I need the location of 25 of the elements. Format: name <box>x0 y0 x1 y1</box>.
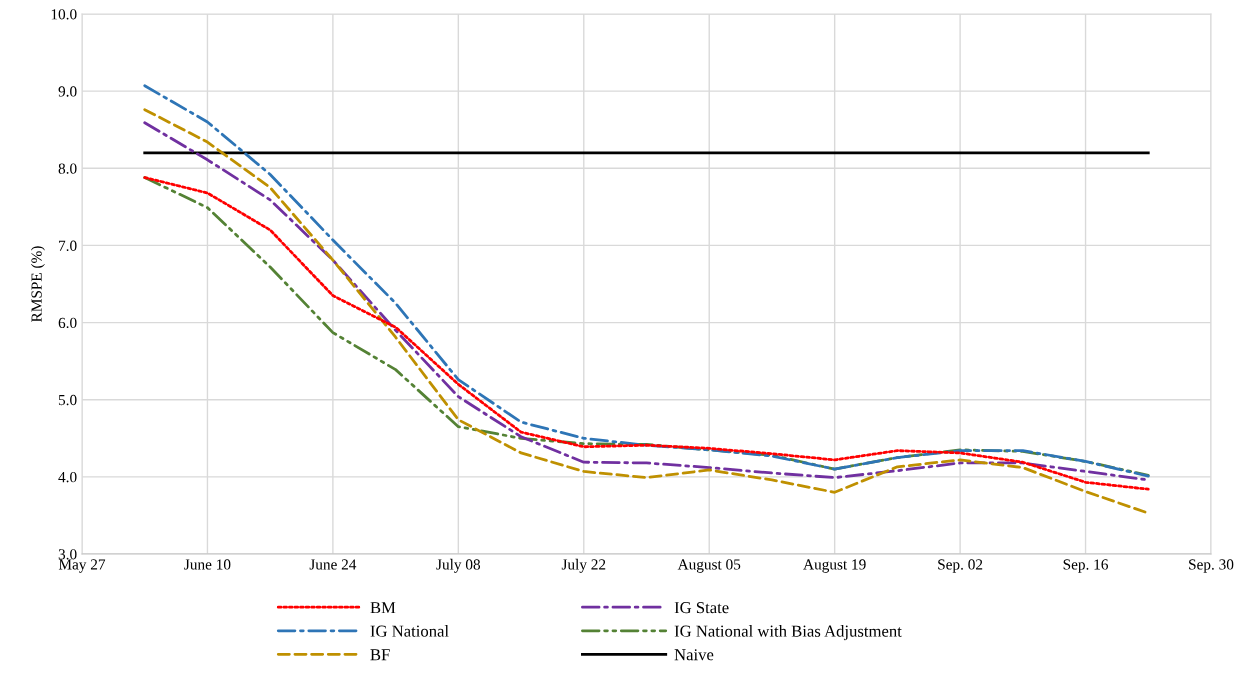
y-tick-label: 6.0 <box>58 317 77 329</box>
y-tick-label: 10.0 <box>51 9 77 20</box>
legend-label: Naive <box>674 649 714 661</box>
y-tick-label: 8.0 <box>58 163 77 174</box>
y-tick-label: 3.0 <box>58 549 77 560</box>
x-tick-label: July 08 <box>436 558 481 573</box>
x-tick-label: August 19 <box>803 559 866 573</box>
x-tick-label: June 10 <box>184 559 231 570</box>
x-tick-label: Sep. 02 <box>938 559 983 573</box>
y-tick-label: 5.0 <box>58 394 77 406</box>
x-tick-label: Sep. 16 <box>1063 559 1109 573</box>
y-tick-label: 4.0 <box>58 472 77 483</box>
x-tick-label: August 05 <box>677 559 741 573</box>
legend-label: IG National with Bias Adjustment <box>674 625 902 641</box>
x-tick-label: May 27 <box>58 559 106 573</box>
legend-label: BF <box>370 649 390 661</box>
legend-label: BM <box>370 602 396 614</box>
legend-label: IG State <box>674 602 729 614</box>
x-tick-label: Sep. 30 <box>1189 559 1234 573</box>
legend-label: IG National <box>370 625 449 637</box>
x-tick-label: July 22 <box>561 558 606 573</box>
y-axis-title: RMSPE (%) <box>30 246 45 322</box>
y-tick-label: 7.0 <box>59 240 77 251</box>
x-tick-label: June 24 <box>309 559 357 570</box>
y-tick-label: 9.0 <box>58 86 77 97</box>
